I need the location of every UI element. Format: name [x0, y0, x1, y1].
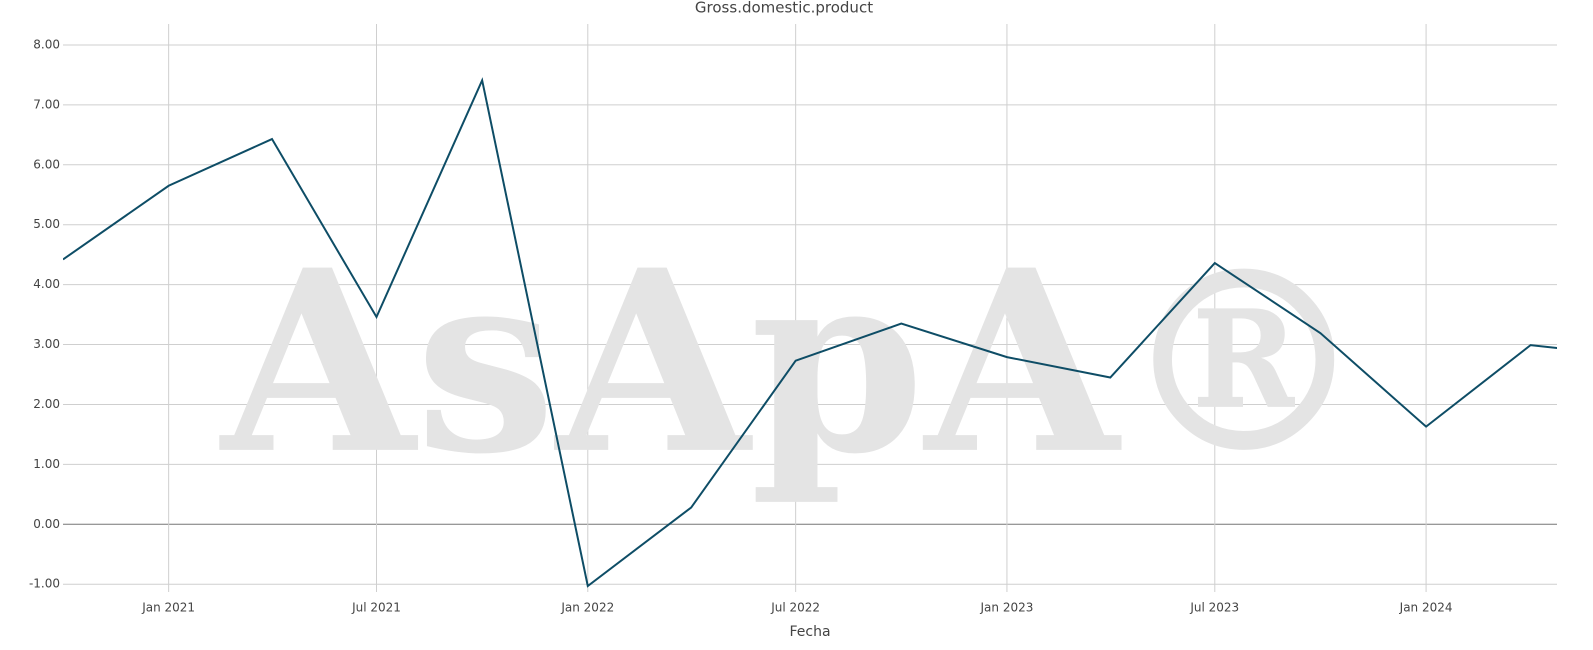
y-tick-label: 1.00 [33, 457, 60, 471]
y-tick-label: -1.00 [29, 577, 60, 591]
y-tick-label: 5.00 [33, 217, 60, 231]
y-tick-label: 6.00 [33, 157, 60, 171]
chart-title: Gross.domestic.product [695, 0, 873, 17]
x-tick-label: Jul 2021 [351, 601, 401, 615]
x-axis-label: Fecha [789, 624, 830, 640]
y-tick-label: 3.00 [33, 337, 60, 351]
y-tick-label: 0.00 [33, 517, 60, 531]
line-series [63, 77, 1557, 588]
x-tick-label: Jan 2021 [141, 601, 195, 615]
y-tick-label: 2.00 [33, 397, 60, 411]
x-tick-label: Jan 2023 [980, 601, 1034, 615]
x-tick-label: Jul 2023 [1189, 601, 1239, 615]
x-tick-label: Jan 2024 [1399, 601, 1453, 615]
x-tick-label: Jan 2022 [560, 601, 614, 615]
y-tick-label: 4.00 [33, 277, 60, 291]
x-tick-label: Jul 2022 [770, 601, 820, 615]
y-tick-label: 7.00 [33, 97, 60, 111]
y-tick-label: 8.00 [33, 37, 60, 51]
